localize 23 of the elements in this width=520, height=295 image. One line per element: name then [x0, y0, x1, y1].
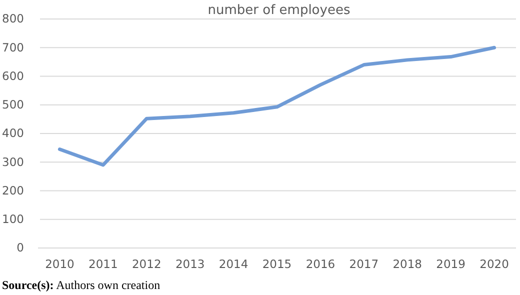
- x-tick-label: 2020: [480, 257, 509, 272]
- x-tick-label: 2016: [306, 257, 336, 272]
- source-note: Source(s): Authors own creation: [2, 278, 160, 292]
- x-tick-label: 2013: [175, 257, 205, 272]
- x-tick-label: 2011: [88, 257, 118, 272]
- line-series: [58, 46, 496, 167]
- y-tick-label: 0: [16, 240, 24, 255]
- x-tick-label: 2019: [436, 257, 466, 272]
- x-tick-label: 2014: [218, 257, 248, 272]
- y-tick-label: 700: [2, 40, 24, 54]
- x-tick-label: 2018: [392, 257, 422, 272]
- x-tick-label: 2010: [45, 257, 74, 272]
- y-tick-label: 500: [2, 98, 24, 112]
- y-tick-label: 200: [2, 183, 24, 198]
- x-tick-label: 2017: [349, 257, 379, 272]
- x-tick-label: 2015: [262, 257, 292, 272]
- y-tick-label: 100: [2, 212, 24, 226]
- y-tick-label: 300: [2, 154, 24, 169]
- y-tick-label: 800: [2, 12, 24, 26]
- chart-title: number of employees: [208, 3, 350, 18]
- y-tick-label: 400: [2, 126, 24, 140]
- x-tick-label: 2012: [132, 257, 162, 272]
- y-tick-label: 600: [2, 68, 24, 83]
